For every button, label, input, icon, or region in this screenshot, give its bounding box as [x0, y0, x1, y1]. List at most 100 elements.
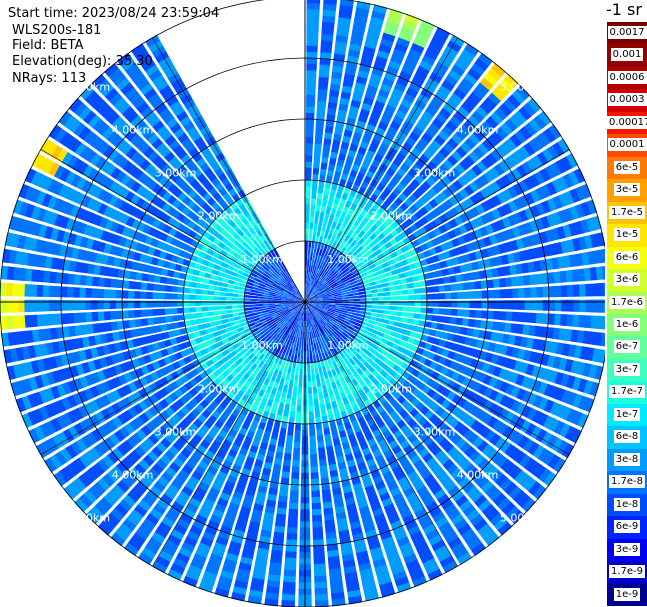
- range-gate-cell: [139, 291, 147, 299]
- range-gate-cell: [505, 397, 516, 410]
- range-gate-cell: [312, 287, 318, 293]
- range-gate-cell: [438, 191, 449, 202]
- range-gate-cell: [273, 303, 281, 305]
- range-gate-cell: [597, 299, 605, 313]
- range-gate-cell: [583, 397, 595, 413]
- range-gate-cell: [426, 293, 434, 300]
- range-gate-cell: [339, 224, 346, 233]
- range-gate-cell: [542, 415, 555, 430]
- range-gate-cell: [429, 37, 445, 50]
- range-gate-cell: [308, 277, 311, 285]
- range-gate-cell: [422, 165, 434, 176]
- range-gate-cell: [313, 222, 318, 230]
- range-gate-cell: [490, 149, 503, 162]
- range-gate-cell: [314, 410, 321, 418]
- range-gate-cell: [572, 284, 580, 297]
- range-gate-cell: [396, 267, 405, 274]
- range-gate-cell: [527, 97, 542, 113]
- range-gate-cell: [464, 209, 475, 221]
- range-gate-cell: [378, 342, 387, 350]
- range-gate-cell: [318, 236, 324, 244]
- range-gate-cell: [501, 254, 510, 265]
- range-gate-cell: [513, 110, 528, 125]
- range-gate-cell: [314, 253, 319, 261]
- range-gate-cell: [529, 274, 537, 286]
- range-gate-cell: [602, 316, 605, 330]
- range-gate-cell: [309, 350, 313, 358]
- range-gate-cell: [486, 279, 495, 289]
- range-gate-cell: [530, 287, 538, 298]
- range-gate-cell: [306, 338, 309, 346]
- range-gate-cell: [321, 292, 329, 296]
- range-gate-cell: [455, 274, 463, 283]
- range-gate-cell: [538, 131, 552, 146]
- range-gate-cell: [305, 209, 310, 217]
- range-gate-cell: [563, 190, 575, 205]
- range-gate-cell: [348, 333, 356, 340]
- range-gate-cell: [289, 496, 299, 504]
- range-gate-cell: [322, 143, 331, 152]
- range-gate-cell: [322, 3, 337, 11]
- range-gate-cell: [369, 316, 378, 321]
- range-gate-cell: [341, 303, 349, 306]
- range-gate-cell: [369, 332, 378, 339]
- range-gate-cell: [344, 269, 352, 276]
- range-gate-cell: [340, 211, 347, 220]
- range-gate-cell: [491, 63, 506, 77]
- range-gate-cell: [329, 226, 335, 235]
- range-gate-cell: [381, 32, 396, 43]
- range-gate-cell: [343, 73, 355, 82]
- range-gate-cell: [499, 289, 507, 299]
- range-gate-cell: [504, 411, 516, 424]
- range-gate-cell: [200, 306, 208, 312]
- range-gate-cell: [170, 293, 178, 300]
- range-gate-cell: [573, 168, 586, 184]
- range-gate-cell: [354, 177, 363, 187]
- range-gate-cell: [188, 307, 196, 313]
- range-gate-cell: [510, 385, 521, 398]
- range-gate-cell: [290, 484, 299, 492]
- range-gate-cell: [365, 236, 373, 245]
- range-gate-cell: [350, 317, 358, 323]
- range-gate-cell: [200, 295, 208, 301]
- range-gate-cell: [583, 380, 594, 395]
- range-gate-cell: [350, 256, 358, 264]
- range-gate-cell: [328, 294, 336, 298]
- range-gate-cell: [429, 172, 441, 183]
- range-gate-cell: [528, 461, 542, 476]
- range-gate-cell: [502, 425, 514, 439]
- range-gate-cell: [292, 386, 298, 394]
- range-gate-cell: [535, 202, 546, 216]
- range-gate-cell: [439, 146, 451, 158]
- range-gate-cell: [330, 317, 337, 323]
- range-gate-cell: [231, 289, 239, 294]
- range-gate-cell: [446, 333, 455, 342]
- range-gate-cell: [470, 338, 479, 348]
- range-gate-cell: [514, 417, 526, 431]
- range-gate-cell: [463, 291, 471, 299]
- range-gate-cell: [355, 322, 363, 328]
- range-gate-cell: [327, 107, 337, 116]
- range-gate-cell: [472, 86, 486, 100]
- range-gate-cell: [326, 245, 332, 253]
- range-gate-cell: [382, 314, 390, 320]
- range-gate-cell: [363, 343, 371, 351]
- range-gate-cell: [305, 299, 312, 302]
- range-gate-cell: [497, 422, 509, 436]
- range-gate-cell: [396, 167, 407, 177]
- range-gate-cell: [325, 119, 335, 128]
- range-gate-cell: [477, 124, 490, 138]
- range-gate-cell: [491, 87, 506, 102]
- range-gate-cell: [434, 167, 445, 179]
- range-gate-cell: [422, 327, 431, 335]
- range-gate-cell: [430, 139, 442, 151]
- range-gate-cell: [376, 283, 384, 289]
- range-gate-cell: [522, 438, 535, 453]
- range-gate-cell: [390, 141, 401, 152]
- range-gate-cell: [509, 114, 523, 128]
- range-gate-cell: [408, 48, 422, 60]
- range-gate-cell: [344, 315, 352, 320]
- range-gate-cell: [307, 252, 311, 260]
- range-gate-cell: [504, 137, 518, 151]
- range-gate-cell: [384, 254, 393, 261]
